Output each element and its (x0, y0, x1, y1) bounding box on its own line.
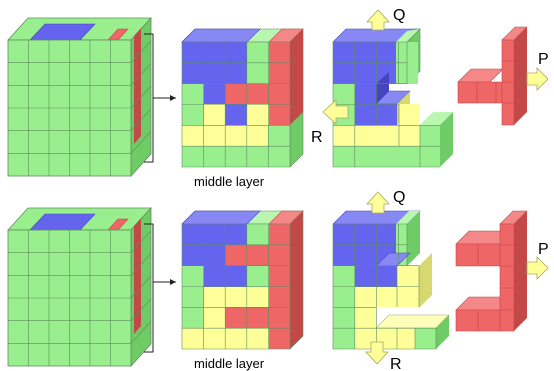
block-arrow-icon (365, 341, 389, 365)
label-q-bottom: Q (393, 189, 405, 206)
cube-block-bottom (7, 206, 152, 368)
caption-middle-layer-bottom: middle layer (194, 356, 265, 371)
piece-p-bottom (455, 210, 528, 332)
bracket-bottom (144, 223, 176, 353)
label-r-bottom: R (390, 356, 402, 371)
middle-layer-bottom (181, 210, 304, 350)
block-arrow-icon (366, 9, 390, 31)
block-arrow-icon (526, 67, 549, 91)
label-r-top: R (311, 129, 323, 146)
piece-p-top (457, 26, 528, 126)
piece-qr-bottom (332, 210, 450, 350)
piece-qr-top (332, 28, 453, 168)
middle-layer-top (181, 28, 304, 168)
label-p-bottom: P (538, 241, 549, 258)
label-p-top: P (538, 51, 549, 68)
bracket-top (144, 33, 176, 163)
block-arrow-icon (526, 256, 549, 280)
cube-block-top (7, 16, 152, 178)
label-q-top: Q (393, 7, 405, 24)
block-arrow-icon (322, 99, 349, 125)
caption-middle-layer-top: middle layer (194, 174, 265, 189)
block-arrow-icon (366, 191, 390, 214)
